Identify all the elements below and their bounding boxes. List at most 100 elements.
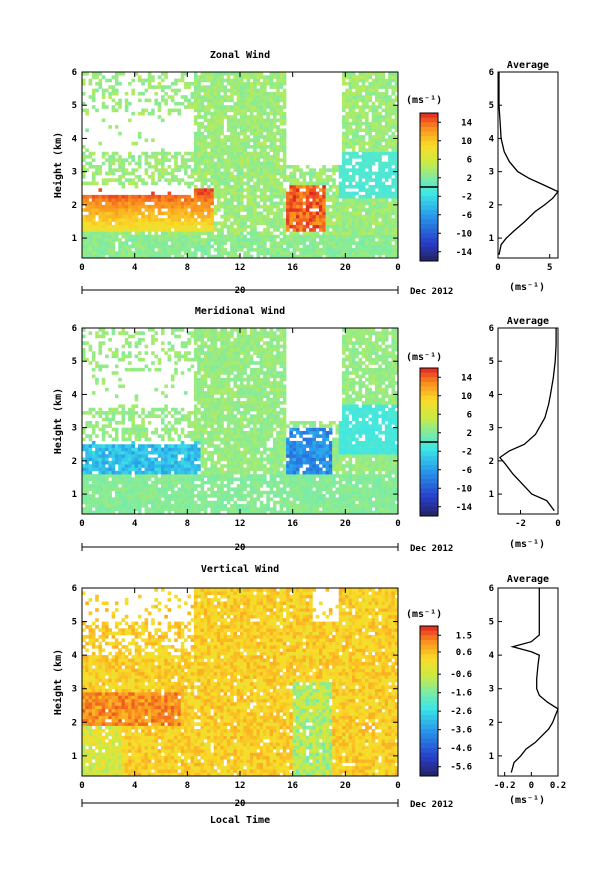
heatmap-cell	[230, 178, 234, 182]
heatmap-cell	[184, 507, 188, 511]
heatmap-cell	[365, 91, 369, 96]
heatmap-cell	[213, 138, 218, 143]
heatmap-cell	[193, 434, 198, 438]
heatmap-cell	[197, 351, 201, 355]
heatmap-cell	[190, 171, 195, 176]
heatmap-cell	[91, 487, 96, 492]
heatmap-cell	[249, 208, 254, 212]
heatmap-cell	[226, 138, 231, 143]
heatmap-cell	[355, 214, 359, 219]
heatmap-cell	[154, 204, 159, 209]
heatmap-cell	[187, 194, 191, 199]
heatmap-cell	[312, 204, 317, 209]
heatmap-cell	[295, 201, 300, 206]
heatmap-cell	[111, 464, 116, 468]
heatmap-cell	[374, 75, 379, 79]
heatmap-cell	[282, 118, 287, 123]
heatmap-cell	[355, 228, 359, 232]
heatmap-cell	[91, 494, 96, 498]
heatmap-cell	[98, 367, 103, 372]
heatmap-cell	[151, 224, 155, 229]
heatmap-cell	[154, 500, 159, 505]
heatmap-cell	[365, 95, 369, 99]
heatmap-cell	[98, 427, 103, 432]
heatmap-cell	[394, 165, 399, 169]
heatmap-cell	[184, 244, 188, 249]
heatmap-cell	[184, 434, 188, 438]
heatmap-cell	[378, 85, 382, 89]
heatmap-cell	[118, 214, 122, 219]
heatmap-cell	[128, 434, 132, 438]
heatmap-cell	[105, 494, 109, 498]
heatmap-cell	[332, 165, 336, 169]
heatmap-cell	[249, 108, 254, 113]
heatmap-cell	[180, 204, 185, 209]
heatmap-cell	[365, 75, 369, 79]
heatmap-cell	[177, 101, 182, 106]
heatmap-cell	[91, 480, 96, 485]
heatmap-cell	[131, 504, 135, 508]
heatmap-cell	[134, 72, 139, 76]
heatmap-cell	[184, 194, 188, 199]
colorbar-band	[420, 251, 438, 257]
heatmap-cell	[276, 148, 280, 153]
heatmap-cell	[161, 480, 165, 485]
heatmap-cell	[391, 224, 396, 229]
heatmap-cell	[348, 72, 353, 76]
heatmap-cell	[269, 174, 274, 179]
heatmap-cell	[193, 141, 198, 146]
heatmap-cell	[111, 407, 116, 412]
heatmap-cell	[292, 198, 297, 202]
heatmap-cell	[161, 437, 165, 442]
heatmap-cell	[328, 214, 333, 219]
heatmap-cell	[134, 474, 139, 478]
heatmap-cell	[348, 138, 353, 143]
heatmap-cell	[295, 221, 300, 226]
heatmap-cell	[121, 427, 126, 432]
heatmap-cell	[292, 211, 297, 216]
heatmap-cell	[266, 135, 270, 139]
heatmap-cell	[368, 145, 372, 149]
heatmap-cell	[315, 171, 320, 176]
heatmap-cell	[174, 371, 178, 375]
heatmap-cell	[322, 168, 326, 172]
heatmap-cell	[118, 174, 122, 179]
heatmap-cell	[213, 131, 218, 136]
heatmap-cell	[391, 178, 396, 182]
heatmap-cell	[161, 490, 165, 495]
heatmap-cell	[266, 171, 270, 176]
heatmap-cell	[276, 145, 280, 149]
heatmap-cell	[391, 121, 396, 126]
heatmap-cell	[371, 198, 376, 202]
heatmap-cell	[286, 165, 290, 169]
heatmap-cell	[184, 454, 188, 458]
heatmap-cell	[177, 218, 182, 222]
heatmap-cell	[223, 148, 228, 153]
heatmap-cell	[203, 141, 208, 146]
heatmap-cell	[243, 224, 247, 229]
heatmap-cell	[197, 155, 201, 159]
heatmap-cell	[368, 194, 372, 199]
heatmap-cell	[141, 331, 145, 335]
heatmap-cell	[223, 161, 228, 166]
heatmap-cell	[210, 484, 214, 488]
heatmap-cell	[282, 158, 287, 162]
heatmap-cell	[388, 188, 392, 192]
heatmap-cell	[240, 138, 244, 143]
heatmap-cell	[233, 85, 238, 89]
heatmap-cell	[256, 145, 261, 149]
heatmap-cell	[332, 194, 336, 199]
heatmap-cell	[184, 344, 188, 349]
heatmap-cell	[342, 248, 346, 252]
heatmap-cell	[91, 105, 96, 109]
heatmap-cell	[180, 241, 185, 246]
heatmap-cell	[141, 444, 145, 448]
heatmap-cell	[200, 115, 205, 119]
heatmap-cell	[263, 75, 267, 79]
heatmap-cell	[190, 224, 195, 229]
heatmap-cell	[134, 251, 139, 255]
heatmap-cell	[213, 81, 218, 86]
heatmap-cell	[128, 417, 132, 422]
heatmap-cell	[177, 351, 182, 355]
